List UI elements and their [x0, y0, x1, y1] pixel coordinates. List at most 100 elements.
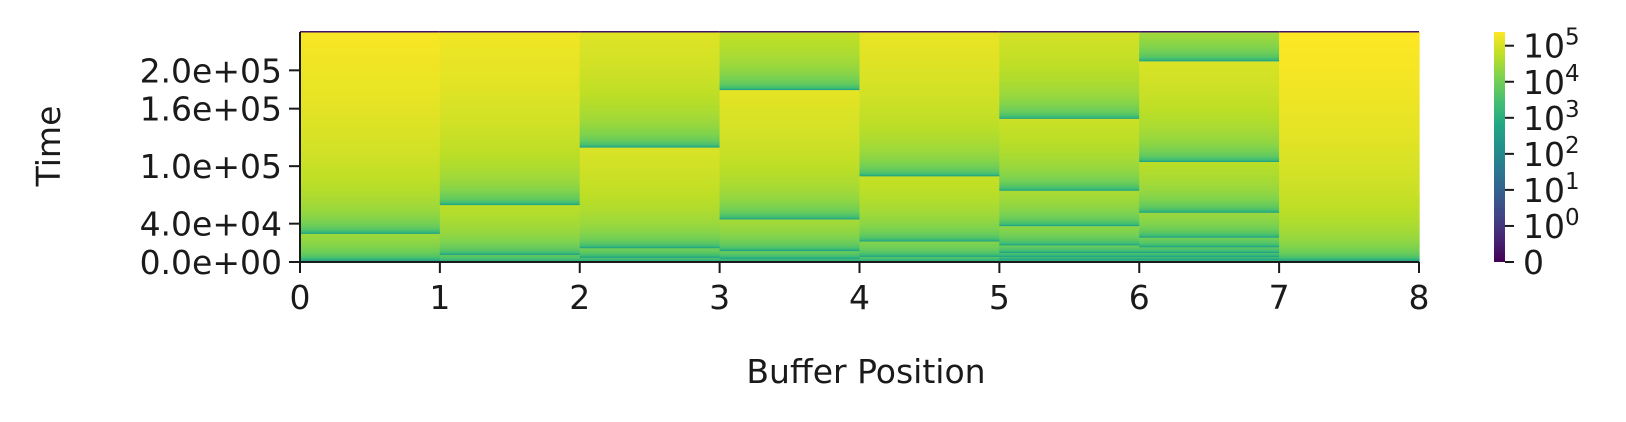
heatmap-cell: [579, 193, 721, 196]
heatmap-cell: [579, 126, 721, 129]
heatmap-cell: [859, 37, 1000, 40]
heatmap-cell: [439, 259, 581, 261]
heatmap-cell: [859, 259, 1000, 261]
heatmap-cell: [579, 176, 721, 179]
heatmap-cell: [1139, 68, 1280, 70]
heatmap-cell: [300, 190, 441, 192]
heatmap-cell: [300, 237, 441, 239]
heatmap-cell: [1279, 214, 1420, 216]
heatmap-cell: [439, 33, 581, 36]
heatmap-cell: [859, 179, 1000, 182]
heatmap-cell: [1279, 163, 1420, 165]
heatmap-cell: [579, 77, 721, 79]
heatmap-cell: [859, 69, 1000, 71]
heatmap-cell: [1139, 36, 1280, 39]
heatmap-cell: [1139, 110, 1280, 113]
heatmap-cell: [719, 160, 861, 162]
heatmap-cell: [1279, 186, 1420, 188]
heatmap-cell: [1139, 83, 1280, 86]
heatmap-cell: [719, 73, 861, 75]
heatmap-cell: [719, 58, 861, 61]
heatmap-cell: [579, 128, 721, 131]
heatmap-cell: [579, 216, 721, 218]
heatmap-cell: [1139, 58, 1280, 61]
heatmap-cell: [719, 213, 861, 215]
heatmap-cell: [439, 205, 581, 208]
heatmap-cell: [1279, 86, 1420, 89]
heatmap-cell: [300, 73, 441, 75]
heatmap-cell: [719, 194, 861, 197]
heatmap-cell: [859, 234, 1000, 236]
heatmap-cell: [1139, 196, 1280, 199]
heatmap-cell: [719, 147, 861, 150]
heatmap-cell: [439, 94, 581, 96]
heatmap-cell: [999, 58, 1140, 61]
heatmap-cell: [1139, 185, 1280, 187]
heatmap-cell: [1279, 252, 1420, 254]
heatmap-cell: [1139, 93, 1280, 95]
heatmap-cell: [719, 103, 861, 106]
heatmap-cell: [859, 150, 1000, 153]
heatmap-cell: [859, 78, 1000, 81]
heatmap-cell: [859, 55, 1000, 58]
heatmap-cell: [999, 160, 1140, 162]
heatmap-cell: [999, 180, 1140, 183]
heatmap-cell: [999, 185, 1140, 187]
heatmap-cell: [999, 143, 1140, 145]
heatmap-cell: [300, 109, 441, 112]
heatmap-cell: [859, 169, 1000, 171]
heatmap-cell: [1139, 240, 1280, 243]
heatmap-cell: [1279, 237, 1420, 239]
heatmap-cell: [999, 259, 1140, 261]
heatmap-cell: [719, 200, 861, 203]
heatmap-cell: [859, 155, 1000, 158]
heatmap-cell: [579, 60, 721, 63]
heatmap-cell: [859, 177, 1000, 180]
heatmap-cell: [859, 170, 1000, 173]
heatmap-cell: [999, 189, 1140, 191]
heatmap-cell: [579, 138, 721, 140]
heatmap-cell: [300, 209, 441, 211]
heatmap-cell: [999, 126, 1140, 129]
heatmap-cell: [719, 177, 861, 180]
heatmap-cell: [579, 44, 721, 47]
heatmap-cell: [300, 227, 441, 230]
heatmap-cell: [439, 186, 581, 188]
heatmap-cell: [439, 163, 581, 165]
heatmap-cell: [1279, 179, 1420, 182]
heatmap-cell: [719, 104, 861, 107]
heatmap-cell: [300, 146, 441, 148]
heatmap-cell: [439, 127, 581, 130]
heatmap-cell: [1279, 234, 1420, 236]
heatmap-cell: [999, 201, 1140, 204]
heatmap-cell: [1279, 185, 1420, 187]
heatmap-cell: [1139, 219, 1280, 222]
heatmap-cell: [579, 170, 721, 173]
heatmap-cell: [719, 203, 861, 206]
heatmap-cell: [1279, 44, 1420, 47]
heatmap-cell: [579, 233, 721, 235]
heatmap-cell: [300, 260, 441, 262]
heatmap-cell: [1139, 186, 1280, 188]
heatmap-cell: [439, 193, 581, 195]
heatmap-cell: [1279, 220, 1420, 223]
x-tick-label: 5: [989, 278, 1010, 317]
heatmap-cell: [1139, 32, 1280, 35]
heatmap-cell: [859, 223, 1000, 226]
heatmap-cell: [300, 208, 441, 210]
heatmap-cell: [579, 153, 721, 156]
heatmap-cell: [999, 57, 1140, 60]
heatmap-cell: [1139, 113, 1280, 116]
heatmap-cell: [579, 247, 721, 250]
heatmap-cell: [579, 239, 721, 241]
heatmap-cell: [579, 109, 721, 112]
heatmap-cell: [579, 159, 721, 162]
heatmap-cell: [300, 213, 441, 215]
heatmap-cell: [719, 182, 861, 185]
heatmap-cell: [719, 244, 861, 247]
heatmap-cell: [439, 52, 581, 54]
heatmap-cell: [439, 248, 581, 251]
heatmap-cell: [719, 138, 861, 140]
heatmap-cell: [719, 33, 861, 36]
heatmap-cell: [1139, 140, 1280, 142]
